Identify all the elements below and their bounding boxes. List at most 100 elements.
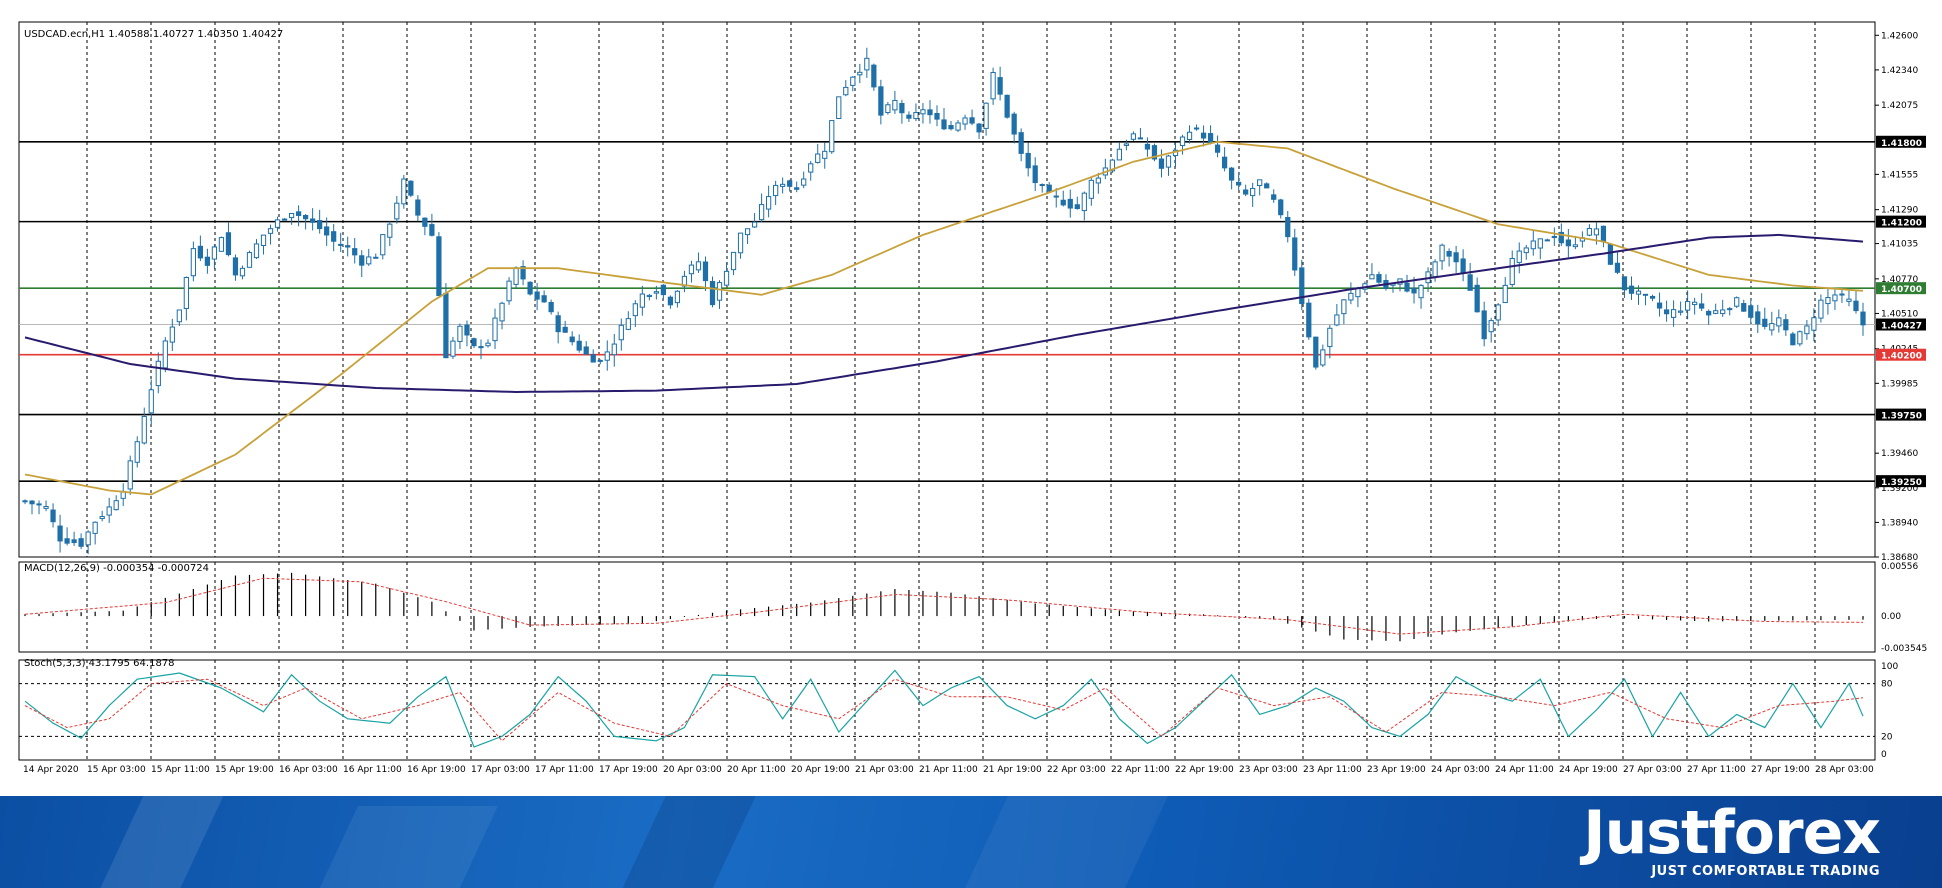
candle-body xyxy=(1186,131,1193,140)
candle-body xyxy=(1348,292,1354,301)
candle-body xyxy=(1264,183,1270,189)
candle-body xyxy=(969,117,975,124)
x-tick-label: 15 Apr 19:00 xyxy=(215,765,274,775)
candle-body xyxy=(513,267,519,285)
candle-body xyxy=(22,500,28,503)
candle-body xyxy=(1741,303,1747,312)
candle-body xyxy=(1271,194,1277,200)
candle-body xyxy=(1432,261,1438,278)
candle-body xyxy=(464,324,470,336)
x-tick-label: 23 Apr 03:00 xyxy=(1239,765,1298,775)
candle-body xyxy=(1692,301,1698,306)
candle-body xyxy=(57,525,63,542)
candle-body xyxy=(471,338,477,347)
candle-body xyxy=(71,539,77,544)
y-tick-label: 1.38940 xyxy=(1881,518,1918,528)
candle-body xyxy=(1151,145,1158,160)
candle-body xyxy=(906,114,912,119)
candle-body xyxy=(1095,177,1101,184)
candle-body xyxy=(64,538,70,544)
candle-body xyxy=(204,256,211,266)
candle-body xyxy=(1797,331,1803,345)
x-tick-label: 17 Apr 03:00 xyxy=(471,765,530,775)
candle-body xyxy=(1748,305,1754,318)
candle-body xyxy=(113,500,119,511)
candle-body xyxy=(1663,309,1670,315)
candle-body xyxy=(1818,299,1824,319)
candle-body xyxy=(597,359,603,362)
level-price-label: 1.39750 xyxy=(1881,412,1922,422)
candle-body xyxy=(1320,349,1326,366)
y-tick-label: 1.42075 xyxy=(1881,101,1918,111)
candle-body xyxy=(317,220,323,230)
x-tick-label: 24 Apr 03:00 xyxy=(1431,765,1490,775)
x-tick-label: 15 Apr 11:00 xyxy=(151,765,210,775)
candle-body xyxy=(1418,284,1424,299)
candle-body xyxy=(885,104,891,114)
candle-body xyxy=(1776,317,1782,327)
x-tick-label: 20 Apr 03:00 xyxy=(663,765,722,775)
candle-body xyxy=(1165,155,1172,168)
y-tick-label: 1.38680 xyxy=(1881,553,1918,563)
candle-body xyxy=(197,245,203,259)
candle-body xyxy=(1179,136,1186,147)
brand-name: Justforex xyxy=(1583,798,1881,868)
candle-body xyxy=(583,346,589,355)
candle-body xyxy=(394,202,400,220)
candle-body xyxy=(1123,143,1130,146)
candle-body xyxy=(106,506,112,516)
x-tick-label: 21 Apr 11:00 xyxy=(919,765,978,775)
candle-body xyxy=(1607,243,1614,265)
candle-body xyxy=(737,232,744,254)
candle-body xyxy=(450,340,456,357)
candle-body xyxy=(892,99,898,111)
candle-body xyxy=(1530,240,1536,250)
candle-body xyxy=(1593,228,1600,236)
candle-body xyxy=(751,221,758,228)
candle-body xyxy=(324,226,330,236)
candle-body xyxy=(1762,318,1768,327)
candle-body xyxy=(408,180,414,196)
candle-body xyxy=(436,236,442,297)
x-tick-label: 23 Apr 19:00 xyxy=(1367,765,1426,775)
candle-body xyxy=(1544,239,1550,242)
candle-body xyxy=(1292,237,1298,271)
candle-body xyxy=(85,531,91,546)
candle-body xyxy=(1193,127,1200,130)
candle-body xyxy=(1649,295,1656,299)
candle-body xyxy=(1846,298,1852,302)
candle-body xyxy=(1685,301,1691,311)
candle-body xyxy=(288,212,295,219)
candle-body xyxy=(1207,133,1214,144)
candle-body xyxy=(625,318,631,330)
candle-body xyxy=(1586,227,1593,236)
candle-body xyxy=(1502,284,1508,304)
candle-body xyxy=(162,340,168,369)
y-tick-label: 1.39985 xyxy=(1881,379,1918,389)
candle-body xyxy=(941,119,947,130)
candle-body xyxy=(1018,132,1024,154)
candle-body xyxy=(990,72,996,100)
candle-body xyxy=(1523,247,1529,254)
ma-slow-line xyxy=(24,233,1864,394)
candle-body xyxy=(1088,179,1094,199)
x-tick-label: 21 Apr 19:00 xyxy=(983,765,1042,775)
candle-body xyxy=(1832,294,1838,302)
candle-body xyxy=(667,296,674,306)
x-tick-label: 15 Apr 03:00 xyxy=(87,765,146,775)
y-tick-label: 1.42600 xyxy=(1881,31,1918,41)
chart-area[interactable]: 14 Apr 2020 15 Apr 03:00 15 Apr 11:00 15 Ap… xyxy=(0,0,1942,796)
x-tick-label: 16 Apr 03:00 xyxy=(279,765,338,775)
candle-body xyxy=(534,291,540,300)
candle-body xyxy=(1250,187,1256,197)
candle-body xyxy=(1067,198,1073,209)
candle-body xyxy=(829,120,835,153)
candle-body xyxy=(569,336,575,343)
candle-body xyxy=(681,275,688,287)
stoch-main-line xyxy=(24,669,1864,748)
candle-body xyxy=(1825,297,1831,305)
candle-body xyxy=(674,290,681,304)
candle-body xyxy=(50,509,56,523)
level-price-tag xyxy=(1876,318,1926,331)
y-tick-label: 1.41290 xyxy=(1881,206,1918,216)
